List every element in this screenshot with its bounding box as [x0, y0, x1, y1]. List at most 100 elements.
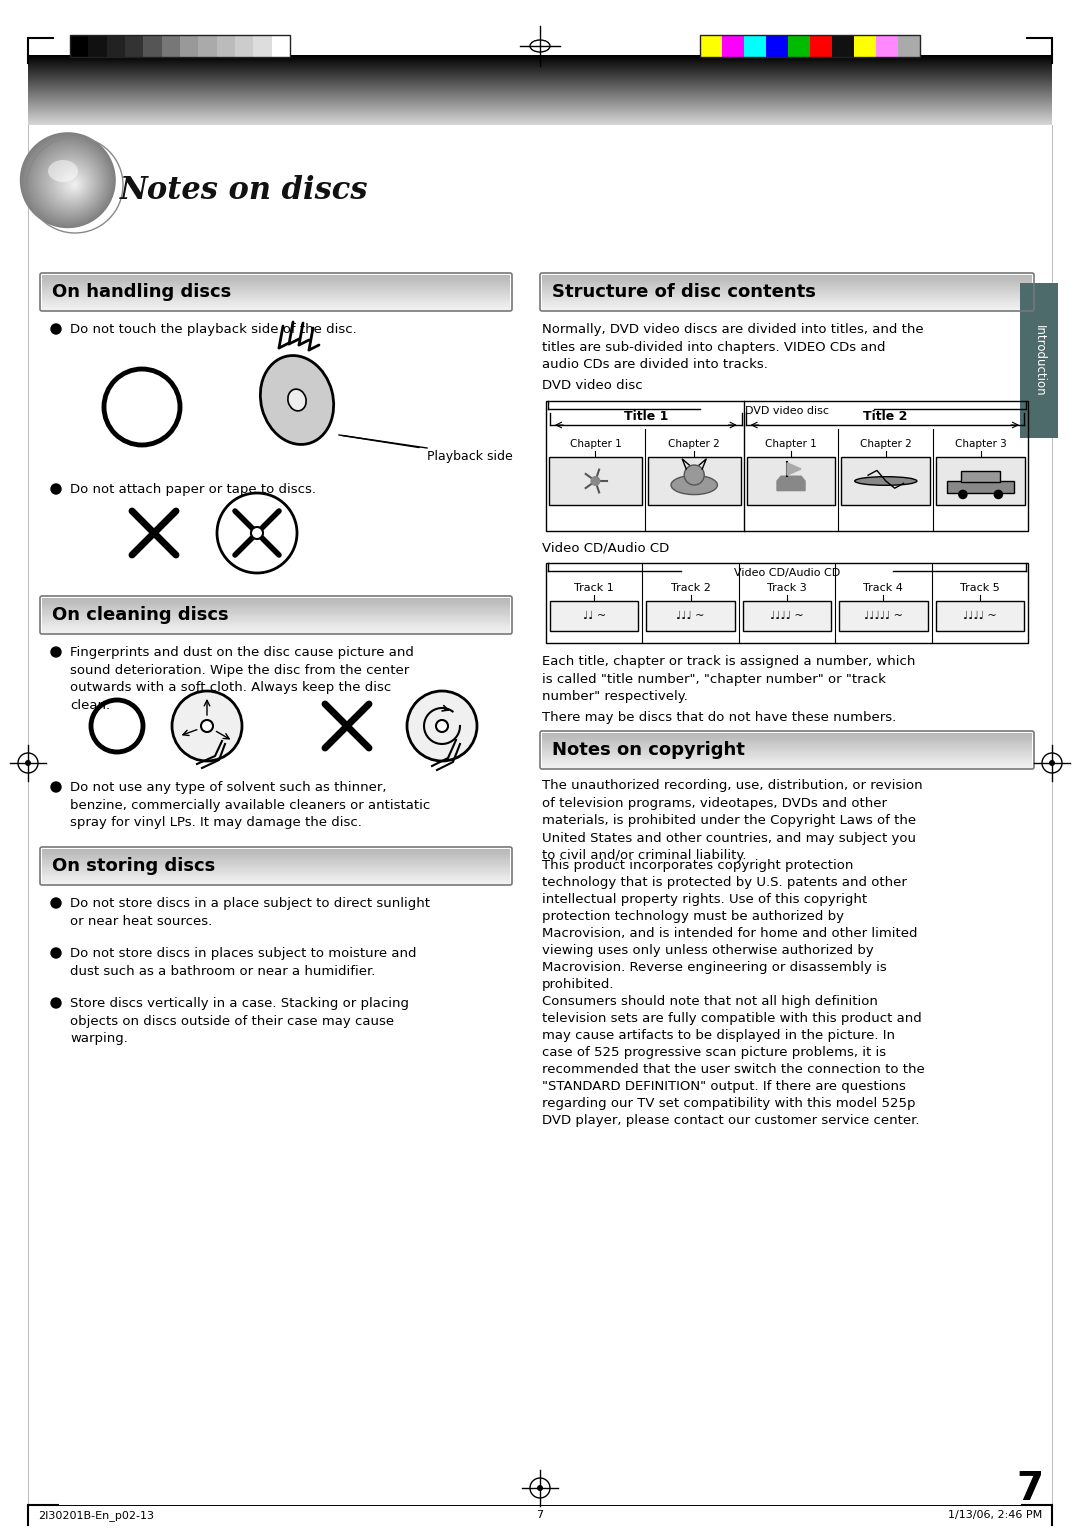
Bar	[897, 35, 920, 57]
Bar	[42, 304, 510, 306]
Text: Video CD/Audio CD: Video CD/Audio CD	[542, 541, 670, 555]
Bar	[542, 762, 1032, 764]
Bar	[542, 766, 1032, 767]
Bar	[42, 597, 510, 599]
Bar	[542, 756, 1032, 758]
Circle shape	[45, 156, 97, 208]
Bar	[542, 306, 1032, 307]
Bar	[42, 281, 510, 283]
Bar	[542, 277, 1032, 278]
Circle shape	[63, 173, 84, 196]
Circle shape	[66, 176, 82, 193]
Circle shape	[685, 465, 704, 484]
Circle shape	[217, 494, 297, 573]
Circle shape	[59, 170, 86, 197]
Circle shape	[36, 148, 104, 215]
Bar	[743, 601, 832, 631]
Circle shape	[51, 782, 60, 792]
Bar	[42, 623, 510, 625]
Bar	[542, 301, 1032, 303]
Ellipse shape	[48, 160, 78, 182]
Text: On cleaning discs: On cleaning discs	[52, 607, 229, 623]
Bar	[42, 880, 510, 882]
Bar	[42, 607, 510, 608]
Bar	[42, 299, 510, 301]
Bar	[42, 865, 510, 866]
Bar	[542, 278, 1032, 280]
Bar	[42, 599, 510, 601]
Text: Fingerprints and dust on the disc cause picture and
sound deterioration. Wipe th: Fingerprints and dust on the disc cause …	[70, 646, 414, 712]
Circle shape	[37, 148, 103, 215]
Bar	[542, 752, 1032, 753]
Bar	[42, 622, 510, 623]
Text: On storing discs: On storing discs	[52, 857, 215, 876]
Circle shape	[251, 527, 264, 539]
Bar	[647, 601, 734, 631]
Bar	[542, 296, 1032, 298]
Bar	[42, 278, 510, 280]
Circle shape	[24, 136, 113, 226]
Bar	[542, 741, 1032, 743]
Bar	[272, 35, 291, 57]
Circle shape	[25, 136, 112, 225]
Bar	[542, 746, 1032, 747]
Bar	[42, 866, 510, 868]
Bar	[42, 874, 510, 876]
Bar	[42, 601, 510, 602]
Bar	[542, 284, 1032, 286]
Bar	[42, 853, 510, 854]
Bar	[542, 756, 1032, 758]
Circle shape	[68, 179, 80, 191]
Text: Do not store discs in a place subject to direct sunlight
or near heat sources.: Do not store discs in a place subject to…	[70, 897, 430, 927]
Circle shape	[42, 153, 99, 211]
Bar	[542, 281, 1032, 283]
Bar	[42, 303, 510, 304]
Text: Notes on copyright: Notes on copyright	[552, 741, 745, 759]
Text: ♩♩♩♩ ~: ♩♩♩♩ ~	[963, 611, 997, 620]
Circle shape	[51, 898, 60, 908]
Bar	[125, 35, 144, 57]
Bar	[542, 743, 1032, 744]
Bar	[1020, 283, 1058, 439]
Bar	[546, 562, 1028, 643]
Bar	[42, 866, 510, 869]
Bar	[936, 457, 1025, 504]
Circle shape	[69, 179, 79, 189]
Bar	[542, 304, 1032, 306]
Circle shape	[22, 134, 114, 226]
Text: Chapter 2: Chapter 2	[669, 439, 720, 449]
Bar	[42, 871, 510, 874]
Text: Do not attach paper or tape to discs.: Do not attach paper or tape to discs.	[70, 483, 316, 497]
Circle shape	[51, 484, 60, 494]
Text: Track 1: Track 1	[575, 584, 615, 593]
Bar	[542, 293, 1032, 295]
Bar	[42, 286, 510, 287]
Bar	[42, 880, 510, 882]
Bar	[70, 35, 89, 57]
Bar	[648, 457, 741, 504]
Text: There may be discs that do not have these numbers.: There may be discs that do not have thes…	[542, 711, 896, 724]
Bar	[542, 759, 1032, 761]
Bar	[42, 604, 510, 605]
Bar	[42, 275, 510, 277]
Text: Do not store discs in places subject to moisture and
dust such as a bathroom or : Do not store discs in places subject to …	[70, 947, 417, 978]
Circle shape	[537, 1485, 543, 1491]
Circle shape	[33, 145, 106, 217]
Bar	[42, 863, 510, 865]
Bar	[947, 481, 1014, 494]
Bar	[42, 608, 510, 610]
Text: Playback side: Playback side	[427, 451, 513, 463]
Circle shape	[32, 144, 107, 219]
Bar	[876, 35, 897, 57]
Bar	[42, 602, 510, 604]
Bar	[42, 611, 510, 613]
Text: Track 4: Track 4	[864, 584, 903, 593]
Bar	[42, 863, 510, 865]
Bar	[42, 277, 510, 278]
Circle shape	[31, 144, 107, 219]
Bar	[542, 286, 1032, 287]
Text: DVD video disc: DVD video disc	[542, 379, 643, 393]
Bar	[217, 35, 235, 57]
Circle shape	[51, 646, 60, 657]
Bar	[542, 764, 1032, 767]
